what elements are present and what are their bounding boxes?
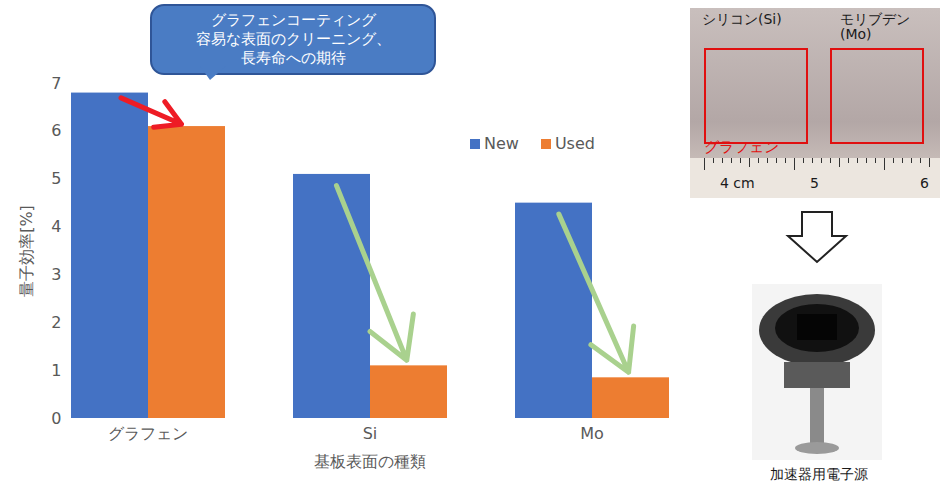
svg-text:基板表面の種類: 基板表面の種類: [314, 452, 426, 471]
svg-text:2: 2: [51, 313, 61, 332]
svg-text:Mo: Mo: [580, 424, 604, 443]
svg-text:Si: Si: [363, 424, 378, 443]
html-text:グラフェン: グラフェン: [704, 138, 779, 156]
svg-text:グラフェン: グラフェン: [108, 424, 188, 443]
html-text:4 cm: 4 cm: [720, 175, 755, 191]
html-text:モリブデン (Mo): モリブデン (Mo): [840, 11, 910, 42]
html-text:6: 6: [920, 175, 929, 191]
svg-text:6: 6: [51, 121, 61, 140]
svg-text:7: 7: [51, 74, 61, 93]
svg-text:量子効率[%]: 量子効率[%]: [17, 205, 36, 297]
svg-text:5: 5: [51, 169, 61, 188]
svg-text:0: 0: [51, 409, 61, 428]
html-text:5: 5: [810, 175, 819, 191]
svg-text:4: 4: [51, 217, 61, 236]
svg-text:3: 3: [51, 265, 61, 284]
html-text:加速器用電子源: 加速器用電子源: [770, 466, 868, 482]
svg-text:1: 1: [51, 361, 61, 380]
html-text:Used: Used: [554, 134, 595, 153]
html-text:New: New: [484, 134, 519, 153]
html-text:シリコン(Si): シリコン(Si): [702, 11, 782, 27]
html-text:グラフェンコーティング 容易な表面のクリーニング、 長寿命へ: グラフェンコーティング 容易な表面のクリーニング、 長寿命への期待: [195, 11, 391, 67]
